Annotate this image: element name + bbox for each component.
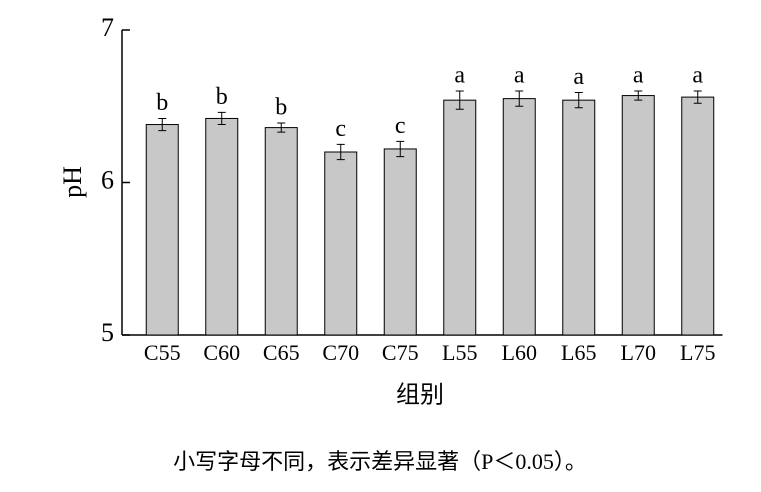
error-bar [158, 117, 167, 132]
y-tick-label: 7 [101, 13, 114, 42]
significance-letter: a [573, 64, 584, 90]
y-axis-label: pH [58, 166, 87, 198]
x-tick-label: C65 [263, 340, 300, 365]
error-bar [455, 90, 464, 110]
x-tick-label: C55 [144, 340, 181, 365]
x-tick-label: L55 [442, 340, 477, 365]
bar [145, 124, 179, 336]
significance-letter: a [633, 63, 644, 89]
error-bar [634, 90, 643, 101]
bar [324, 151, 358, 336]
error-bar [396, 140, 405, 158]
significance-letter: b [156, 90, 168, 116]
error-bar [515, 90, 524, 107]
x-tick-label: L70 [621, 340, 656, 365]
bar [383, 148, 417, 336]
error-bar [277, 122, 286, 133]
x-tick-label: C70 [322, 340, 359, 365]
error-bar [217, 111, 226, 126]
significance-letter: b [216, 84, 228, 110]
significance-letter: a [692, 63, 703, 89]
bar [264, 127, 298, 336]
error-bar [574, 92, 583, 109]
significance-letter: b [275, 95, 287, 121]
bar [562, 99, 596, 336]
y-tick-label: 5 [101, 318, 114, 347]
significance-letter: a [514, 63, 525, 89]
significance-letter: c [395, 113, 406, 139]
error-bar [336, 143, 345, 161]
x-tick-label: L65 [561, 340, 596, 365]
x-axis-label: 组别 [396, 382, 444, 409]
bar [681, 96, 715, 336]
significance-letter: c [335, 116, 346, 142]
bar [502, 98, 536, 336]
bar [443, 99, 477, 336]
bar [621, 95, 655, 336]
bar [205, 117, 239, 336]
note: 小写字母不同，表示差异显著（P＜0.05）。 [173, 449, 587, 474]
significance-letter: a [454, 63, 465, 89]
error-bar [693, 90, 702, 104]
x-tick-label: C60 [203, 340, 240, 365]
y-tick-label: 6 [101, 165, 114, 194]
x-tick-label: C75 [382, 340, 419, 365]
x-tick-label: L75 [680, 340, 715, 365]
x-tick-label: L60 [502, 340, 537, 365]
